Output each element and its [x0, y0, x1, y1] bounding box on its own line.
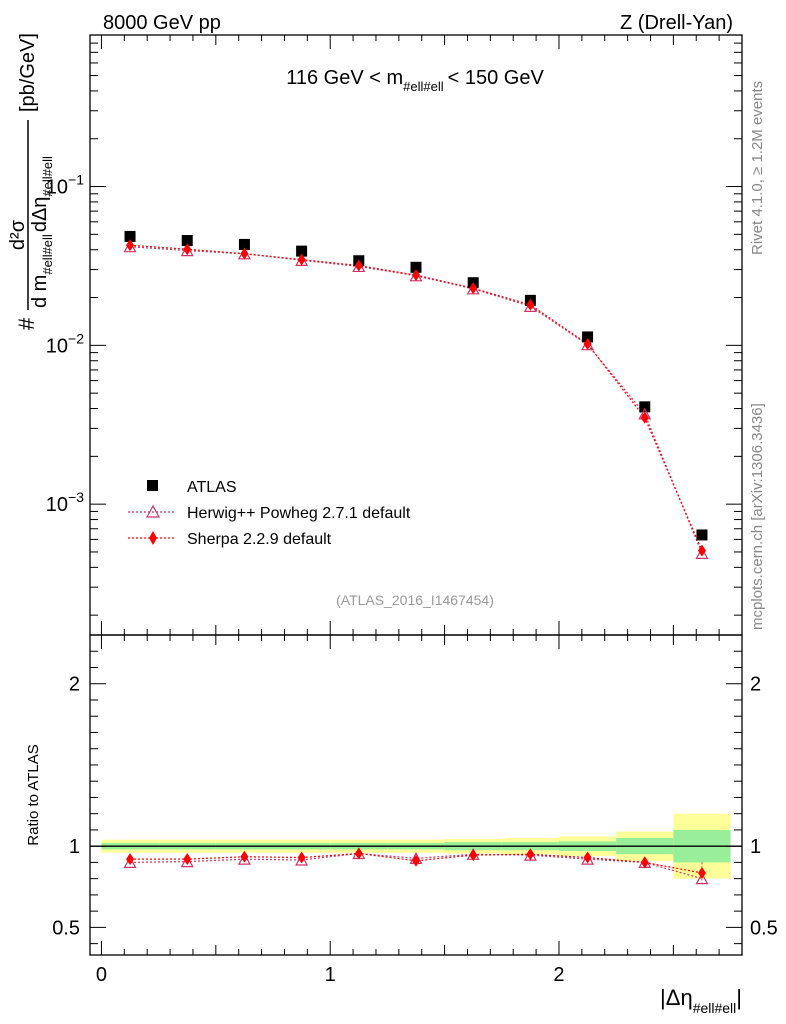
panel-title: 116 GeV < m#ell#ell < 150 GeV	[286, 67, 544, 94]
ylabel-den-a-sub: #ell#ell	[40, 234, 55, 275]
rivet-label: Rivet 4.1.0, ≥ 1.2M events	[749, 81, 766, 255]
ylabel-den-a: d m	[29, 275, 51, 308]
y-tick-exp: −2	[68, 330, 84, 346]
y-tick-exp: −1	[68, 172, 84, 188]
atlas-point	[696, 529, 708, 541]
x-tick-label: 1	[325, 964, 336, 986]
sherpa-point	[240, 247, 249, 260]
sherpa-ratio-point	[640, 856, 649, 869]
legend-sherpa-marker	[149, 531, 157, 545]
header-right: Z (Drell-Yan)	[620, 12, 733, 34]
atlas-point	[238, 238, 250, 250]
sherpa-ratio-point	[697, 866, 706, 879]
ratio-tick-label-left: 0.5	[52, 917, 80, 939]
sherpa-ratio-point	[412, 854, 420, 867]
x-tick-label: 2	[553, 964, 564, 986]
herwig-ratio-point	[295, 853, 309, 866]
ratio-tick-label-left: 1	[69, 836, 80, 858]
sherpa-point	[412, 269, 420, 282]
y-tick-label: 10−2	[46, 330, 84, 357]
ylabel-numerator: d²σ	[7, 219, 29, 250]
sherpa-ratio-point	[240, 850, 249, 863]
ylabel-den-b: dΔη	[29, 197, 51, 233]
sherpa-point	[469, 282, 478, 295]
sherpa-point	[640, 411, 649, 424]
herwig-ratio-point	[180, 855, 194, 868]
sherpa-point	[354, 259, 363, 272]
ylabel-den-b-sub: #ell#ell	[40, 156, 55, 197]
series-layer	[123, 230, 709, 559]
ylabel-hash: #	[14, 317, 39, 330]
legend-atlas-marker	[147, 480, 158, 491]
xlabel-main: |Δη	[660, 985, 693, 1010]
ylabel-denominator: d m#ell#elldΔη#ell#ell	[29, 156, 55, 308]
title-right: < 150 GeV	[448, 67, 545, 89]
title-left: 116 GeV < m	[286, 67, 403, 89]
sherpa-ratio-line	[130, 852, 703, 874]
y-tick-base: 10	[46, 335, 68, 357]
legend-herwig-marker	[145, 504, 161, 518]
sherpa-ratio-point	[183, 853, 192, 866]
legend-sherpa-label: Sherpa 2.2.9 default	[187, 531, 332, 548]
ylabel-units: [pb/GeV]	[17, 33, 39, 112]
atlas-point	[582, 331, 594, 343]
sherpa-point	[297, 253, 306, 266]
sherpa-ratio-point	[469, 849, 478, 862]
legend-herwig-label: Herwig++ Powheg 2.7.1 default	[187, 505, 411, 522]
legend-atlas-label: ATLAS	[187, 479, 237, 496]
ratio-bands	[90, 813, 742, 879]
herwig-ratio-line	[130, 852, 703, 880]
herwig-point	[695, 547, 709, 559]
ratio-tick-label-left: 2	[69, 674, 80, 696]
sherpa-ratio-point	[297, 851, 306, 864]
sherpa-point	[126, 239, 135, 252]
sherpa-point	[583, 337, 592, 350]
sherpa-ratio-point	[354, 847, 363, 860]
analysis-id: (ATLAS_2016_I1467454)	[336, 592, 494, 608]
mcplots-label: mcplots.cern.ch [arXiv:1306.3436]	[749, 403, 766, 630]
y-tick-label: 10−3	[46, 489, 84, 516]
header-left: 8000 GeV pp	[103, 12, 221, 34]
atlas-point	[296, 245, 308, 257]
axes: 0 1 210−110−210−30.5 0.51 12 2	[46, 34, 778, 986]
ratio-tick-label-right: 1	[750, 836, 761, 858]
ratio-frame	[89, 634, 743, 956]
atlas-point	[639, 401, 651, 413]
y-axis-label: # d²σ d m#ell#elldΔη#ell#ell [pb/GeV]	[7, 33, 55, 330]
ratio-tick-label-right: 0.5	[750, 917, 778, 939]
sherpa-ratio-point	[583, 851, 592, 864]
atlas-point	[124, 230, 136, 242]
ratio-y-label: Ratio to ATLAS	[25, 744, 42, 845]
sherpa-ratio-point	[126, 853, 135, 866]
ratio-tick-label-right: 2	[750, 674, 761, 696]
atlas-point	[181, 235, 193, 247]
ratio-series-layer	[123, 847, 709, 886]
y-tick-base: 10	[46, 177, 68, 199]
x-axis-label: |Δη#ell#ell|	[660, 985, 742, 1016]
sherpa-ratio-point	[526, 848, 535, 861]
xlabel-sub: #ell#ell	[693, 1000, 737, 1016]
herwig-ratio-point	[237, 852, 251, 865]
y-tick-exp: −3	[68, 489, 84, 505]
x-tick-label: 0	[96, 964, 107, 986]
sherpa-point	[697, 544, 706, 557]
y-tick-label: 10−1	[46, 172, 84, 199]
atlas-point	[410, 261, 422, 273]
sherpa-point	[183, 243, 192, 256]
xlabel-end: |	[736, 985, 742, 1010]
legend: ATLAS Herwig++ Powheg 2.7.1 default Sher…	[128, 479, 411, 548]
y-tick-base: 10	[46, 494, 68, 516]
title-sub: #ell#ell	[403, 79, 444, 94]
herwig-ratio-point	[123, 856, 137, 869]
sherpa-point	[526, 298, 535, 311]
